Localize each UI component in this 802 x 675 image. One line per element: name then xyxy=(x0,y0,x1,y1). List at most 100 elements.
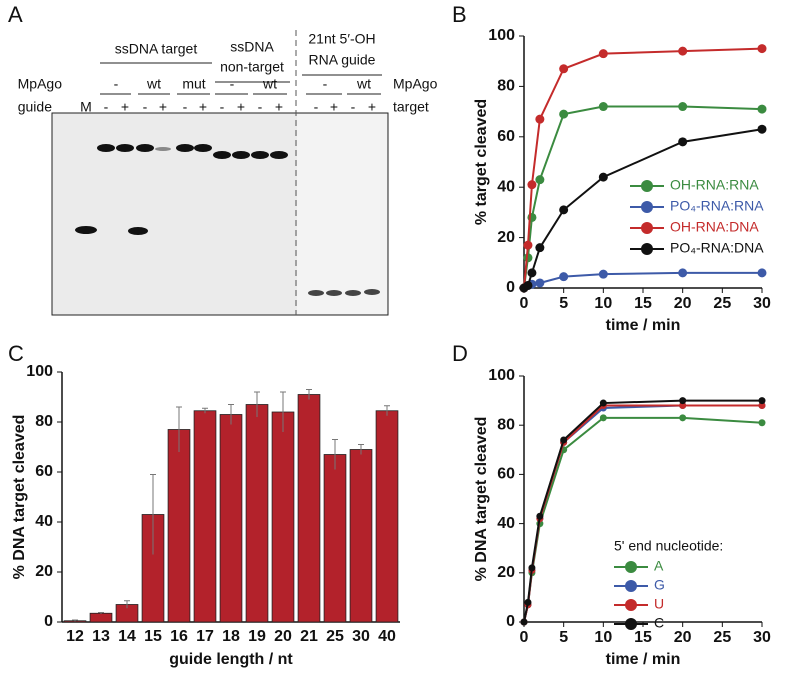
legend-marker xyxy=(641,222,653,234)
x-tick-label: 0 xyxy=(520,295,529,312)
y-tick-label: 60 xyxy=(497,128,515,145)
lane-sign: - xyxy=(183,99,188,115)
panel-label: A xyxy=(8,2,23,27)
bar xyxy=(167,429,191,623)
data-point xyxy=(559,205,569,215)
bar xyxy=(245,404,269,623)
data-point xyxy=(757,44,767,54)
x-tick-label: 40 xyxy=(378,628,396,645)
y-tick-label: 20 xyxy=(35,563,53,580)
gel-rna-region xyxy=(297,114,387,314)
group-label: non-target xyxy=(220,59,284,75)
band xyxy=(155,147,171,151)
y-tick-label: 80 xyxy=(497,78,515,95)
x-tick-label: 19 xyxy=(248,628,266,645)
data-point xyxy=(535,175,545,185)
bar xyxy=(219,414,243,623)
data-point xyxy=(598,269,608,279)
x-tick-label: 0 xyxy=(520,629,529,646)
x-axis-label: time / min xyxy=(606,651,681,668)
data-point xyxy=(528,564,536,572)
data-point xyxy=(524,598,532,606)
data-point xyxy=(679,402,687,410)
x-axis-label: time / min xyxy=(606,317,681,334)
mpago-label: - xyxy=(230,76,235,92)
y-tick-label: 0 xyxy=(506,613,515,630)
band xyxy=(251,151,269,159)
row-label: target xyxy=(393,99,429,115)
data-point xyxy=(678,102,688,112)
data-point xyxy=(559,64,569,74)
x-tick-label: 15 xyxy=(144,628,162,645)
y-tick-label: 20 xyxy=(497,229,515,246)
data-point xyxy=(757,268,767,278)
bar xyxy=(323,454,347,623)
legend-title: 5' end nucleotide: xyxy=(614,538,723,554)
y-axis-label: % target cleaved xyxy=(473,99,490,225)
band xyxy=(136,144,154,152)
x-tick-label: 30 xyxy=(352,628,370,645)
data-point xyxy=(536,512,544,520)
data-point xyxy=(758,397,766,405)
data-point xyxy=(527,180,537,190)
y-tick-label: 60 xyxy=(35,463,53,480)
x-tick-label: 30 xyxy=(753,295,771,312)
data-point xyxy=(757,124,767,134)
band xyxy=(128,227,148,235)
x-tick-label: 20 xyxy=(674,629,692,646)
series-line xyxy=(523,404,762,623)
x-tick-label: 25 xyxy=(326,628,344,645)
data-point xyxy=(535,114,545,124)
legend-marker xyxy=(625,580,637,592)
legend-label: OH-RNA:DNA xyxy=(670,219,759,235)
x-tick-label: 5 xyxy=(559,295,568,312)
y-tick-label: 40 xyxy=(497,178,515,195)
data-point xyxy=(523,280,533,290)
lane-sign: + xyxy=(330,99,338,115)
series-line xyxy=(523,47,763,289)
x-tick-label: 5 xyxy=(559,629,568,646)
group-lines xyxy=(100,62,382,95)
lane-sign: + xyxy=(275,99,283,115)
x-tick-label: 12 xyxy=(66,628,84,645)
bar xyxy=(297,394,321,623)
bar xyxy=(349,449,373,623)
band xyxy=(176,144,194,152)
panel-label: C xyxy=(8,341,24,366)
y-axis-label: % DNA target cleaved xyxy=(473,417,490,582)
y-axis-label: % DNA target cleaved xyxy=(11,415,28,580)
data-point xyxy=(535,278,545,288)
data-point xyxy=(598,102,608,112)
y-tick-label: 100 xyxy=(488,27,515,44)
mpago-label: wt xyxy=(356,76,371,92)
legend-label: PO₄-RNA:DNA xyxy=(670,240,764,256)
lane-sign: - xyxy=(143,99,148,115)
legend-marker xyxy=(625,561,637,573)
lane-sign: - xyxy=(351,99,356,115)
y-tick-label: 40 xyxy=(35,513,53,530)
lane-sign: - xyxy=(314,99,319,115)
legend-label: C xyxy=(654,615,664,631)
data-point xyxy=(520,618,528,626)
band xyxy=(232,151,250,159)
band xyxy=(75,226,97,234)
data-point xyxy=(598,172,608,182)
x-tick-label: 25 xyxy=(713,629,731,646)
data-point xyxy=(599,414,607,422)
band xyxy=(364,289,380,295)
legend-label: A xyxy=(654,558,664,574)
x-tick-label: 10 xyxy=(594,295,612,312)
panel-label: B xyxy=(452,2,467,27)
legend-marker xyxy=(625,599,637,611)
x-tick-label: 20 xyxy=(274,628,292,645)
mpago-label: - xyxy=(323,76,328,92)
lane-sign: - xyxy=(220,99,225,115)
lane-sign: - xyxy=(104,99,109,115)
data-point xyxy=(678,137,688,147)
legend-label: U xyxy=(654,596,664,612)
x-tick-label: 17 xyxy=(196,628,214,645)
band xyxy=(326,290,342,296)
gel-bands xyxy=(75,144,380,296)
series-line xyxy=(523,105,763,289)
